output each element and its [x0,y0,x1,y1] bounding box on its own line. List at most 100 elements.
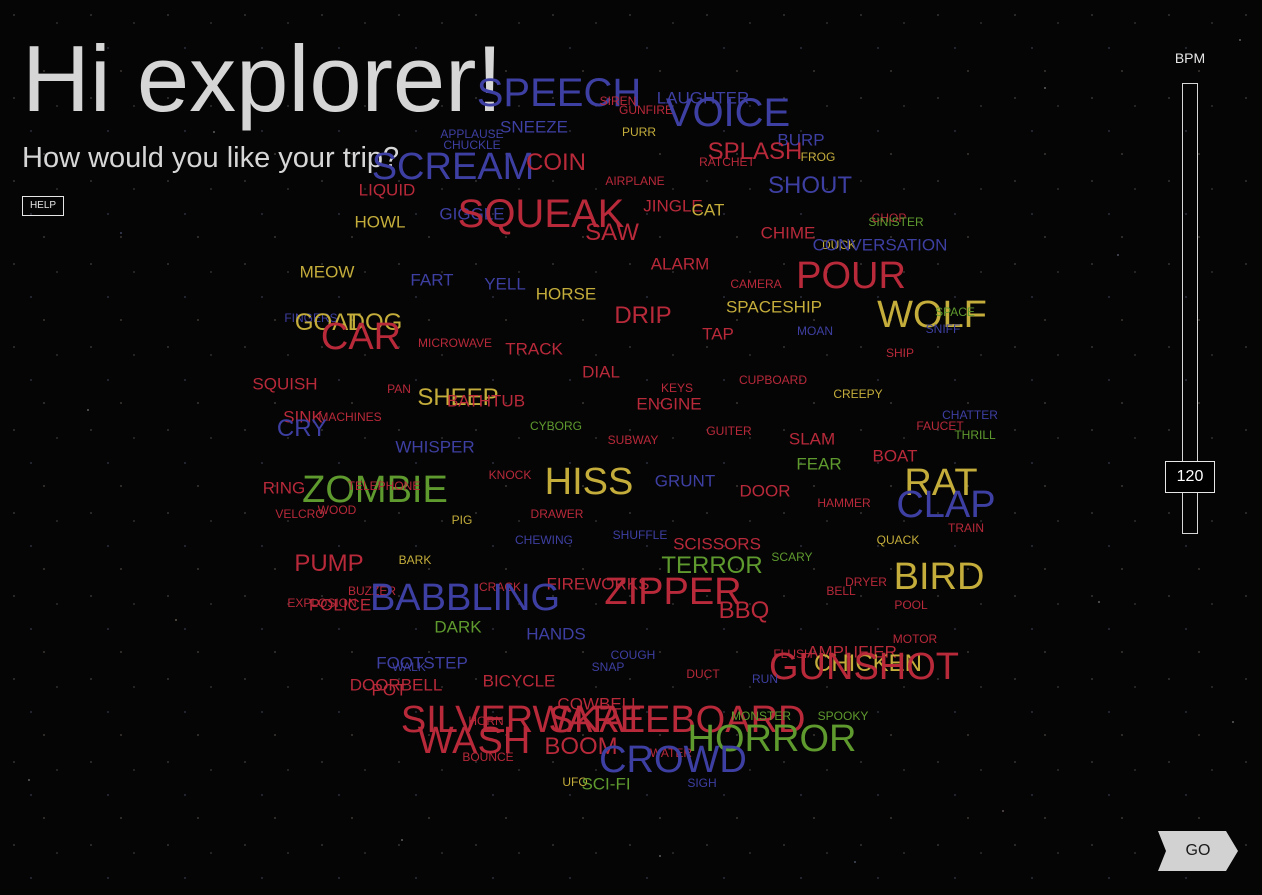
word-horse[interactable]: HORSE [535,284,597,304]
word-cat[interactable]: CAT [691,200,725,220]
word-applause[interactable]: APPLAUSE [440,127,504,141]
word-ring[interactable]: RING [262,478,306,498]
word-door[interactable]: DOOR [739,481,791,501]
word-wolf[interactable]: WOLF [877,294,987,336]
word-sigh[interactable]: SIGH [687,776,717,790]
go-button[interactable]: GO [1158,831,1238,871]
word-sci-fi[interactable]: SCI-FI [581,774,631,794]
word-machines[interactable]: MACHINES [318,410,382,424]
bpm-slider-handle[interactable]: 120 [1165,461,1215,493]
word-chewing[interactable]: CHEWING [515,533,573,547]
word-cyborg[interactable]: CYBORG [529,419,583,433]
word-velcro[interactable]: VELCRO [275,507,325,521]
word-hands[interactable]: HANDS [526,624,586,644]
word-yell[interactable]: YELL [484,274,526,294]
word-train[interactable]: TRAIN [948,521,984,535]
word-sniff[interactable]: SNIFF [925,322,961,336]
word-fireworks[interactable]: FIREWORKS [546,574,650,594]
word-pool[interactable]: POOL [894,598,928,612]
word-whisper[interactable]: WHISPER [395,437,475,457]
word-space[interactable]: SPACE [935,305,975,319]
word-chatter[interactable]: CHATTER [942,408,998,422]
word-pot[interactable]: POT [371,680,407,700]
word-scream[interactable]: SCREAM [371,146,535,188]
word-giggle[interactable]: GIGGLE [439,204,505,224]
word-speech[interactable]: SPEECH [476,71,642,115]
word-meow[interactable]: MEOW [299,262,355,282]
word-dryer[interactable]: DRYER [845,575,887,589]
word-silverware[interactable]: SILVERWARE [400,699,646,741]
word-cowbell[interactable]: COWBELL [557,694,641,714]
word-amplifier[interactable]: AMPLIFIER [807,642,897,662]
word-fart[interactable]: FART [410,270,454,290]
word-howl[interactable]: HOWL [354,212,406,232]
help-button[interactable]: HELP [22,196,64,216]
word-squish[interactable]: SQUISH [252,374,318,394]
word-bounce[interactable]: BOUNCE [462,750,514,764]
word-bell[interactable]: BELL [826,584,856,598]
word-pump[interactable]: PUMP [294,550,364,577]
word-dark[interactable]: DARK [434,617,482,637]
word-horror[interactable]: HORROR [687,718,857,760]
word-saw[interactable]: SAW [585,219,639,246]
word-conversation[interactable]: CONVERSATION [812,235,948,255]
word-purr[interactable]: PURR [621,125,657,139]
word-fingers[interactable]: FINGERS [284,311,338,325]
word-crack[interactable]: CRACK [478,580,522,594]
word-jingle[interactable]: JINGLE [643,196,703,216]
word-boat[interactable]: BOAT [872,446,918,466]
word-flush[interactable]: FLUSH [773,647,813,661]
word-snap[interactable]: SNAP [591,660,625,674]
word-frog[interactable]: FROG [800,150,836,164]
word-hiss[interactable]: HISS [544,461,634,503]
word-bicycle[interactable]: BICYCLE [482,671,556,691]
word-fear[interactable]: FEAR [796,454,842,474]
word-track[interactable]: TRACK [505,339,563,359]
word-zombie[interactable]: ZOMBIE [302,469,448,511]
word-airplane[interactable]: AIRPLANE [605,174,665,188]
word-guiter[interactable]: GUITER [706,424,752,438]
word-faucet[interactable]: FAUCET [916,419,964,433]
word-grunt[interactable]: GRUNT [654,471,716,491]
word-voice[interactable]: VOICE [665,91,791,135]
word-dog[interactable]: DOG [347,309,403,336]
word-motor[interactable]: MOTOR [892,632,938,646]
word-siren[interactable]: SIREN [599,94,637,108]
word-burp[interactable]: BURP [777,130,825,150]
word-doorbell[interactable]: DOORBELL [349,675,443,695]
word-cough[interactable]: COUGH [610,648,656,662]
word-explosion[interactable]: EXPLOSION [287,596,357,610]
word-squeak[interactable]: SQUEAK [457,192,625,236]
word-duct[interactable]: DUCT [686,667,720,681]
word-scary[interactable]: SCARY [771,550,813,564]
word-coin[interactable]: COIN [526,149,586,176]
word-babbling[interactable]: BABBLING [369,577,561,619]
word-moan[interactable]: MOAN [797,324,833,338]
word-chop[interactable]: CHOP [871,211,907,225]
word-police[interactable]: POLICE [308,595,372,615]
word-terror[interactable]: TERROR [661,552,763,579]
word-shuffle[interactable]: SHUFFLE [612,528,668,542]
word-keys[interactable]: KEYS [660,381,694,395]
word-quack[interactable]: QUACK [876,533,920,547]
word-zipper[interactable]: ZIPPER [604,571,742,613]
word-subway[interactable]: SUBWAY [607,433,659,447]
word-laughter[interactable]: LAUGHTER [656,88,750,108]
word-footstep[interactable]: FOOTSTEP [376,653,468,673]
word-sneeze[interactable]: SNEEZE [499,117,569,137]
word-run[interactable]: RUN [752,672,778,686]
word-pour[interactable]: POUR [796,255,906,297]
word-chicken[interactable]: CHICKEN [813,650,923,677]
word-slam[interactable]: SLAM [788,429,836,449]
word-splash[interactable]: SPLASH [707,138,803,165]
word-telephone[interactable]: TELEPHONE [347,479,421,493]
word-sink[interactable]: SINK [283,407,323,427]
word-knock[interactable]: KNOCK [488,468,532,482]
word-liquid[interactable]: LIQUID [358,180,416,200]
word-skateboard[interactable]: SKATEBOARD [548,699,806,741]
word-tap[interactable]: TAP [702,324,734,344]
word-clap[interactable]: CLAP [896,484,996,526]
word-cry[interactable]: CRY [276,415,328,442]
word-duck[interactable]: DUCK [821,238,857,252]
word-gunshot[interactable]: GUNSHOT [769,646,959,688]
